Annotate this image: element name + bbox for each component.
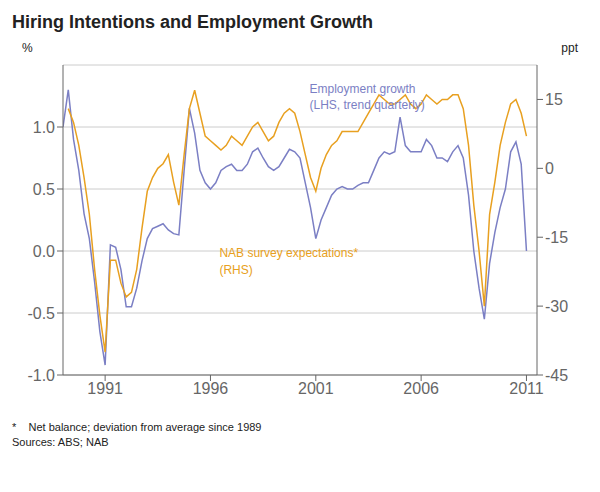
- html-text:Employment growth (LHS, trend: Employment growth (LHS, trend quarterly): [309, 81, 425, 113]
- svg-text:2001: 2001: [298, 380, 334, 397]
- svg-text:0: 0: [545, 160, 554, 177]
- svg-text:0.5: 0.5: [33, 181, 55, 198]
- svg-text:15: 15: [545, 91, 563, 108]
- svg-text:-1.0: -1.0: [27, 367, 55, 384]
- svg-text:1996: 1996: [193, 380, 229, 397]
- svg-text:1991: 1991: [87, 380, 123, 397]
- html-text:ppt: ppt: [561, 41, 578, 55]
- svg-text:2006: 2006: [403, 380, 439, 397]
- svg-text:-45: -45: [545, 367, 568, 384]
- html-text:Sources: ABS; NAB: Sources: ABS; NAB: [12, 436, 109, 448]
- html-text:* Net balance; deviation from: * Net balance; deviation from average si…: [12, 421, 262, 433]
- svg-text:2011: 2011: [509, 380, 544, 397]
- html-text:Hiring Intentions and Employme: Hiring Intentions and Employment Growth: [12, 12, 373, 32]
- svg-text:0.0: 0.0: [33, 243, 55, 260]
- svg-text:-15: -15: [545, 229, 568, 246]
- svg-text:-0.5: -0.5: [27, 305, 55, 322]
- svg-text:-30: -30: [545, 298, 568, 315]
- html-text:NAB survey expectations* (RHS): NAB survey expectations* (RHS): [219, 245, 359, 277]
- svg-text:1.0: 1.0: [33, 119, 55, 136]
